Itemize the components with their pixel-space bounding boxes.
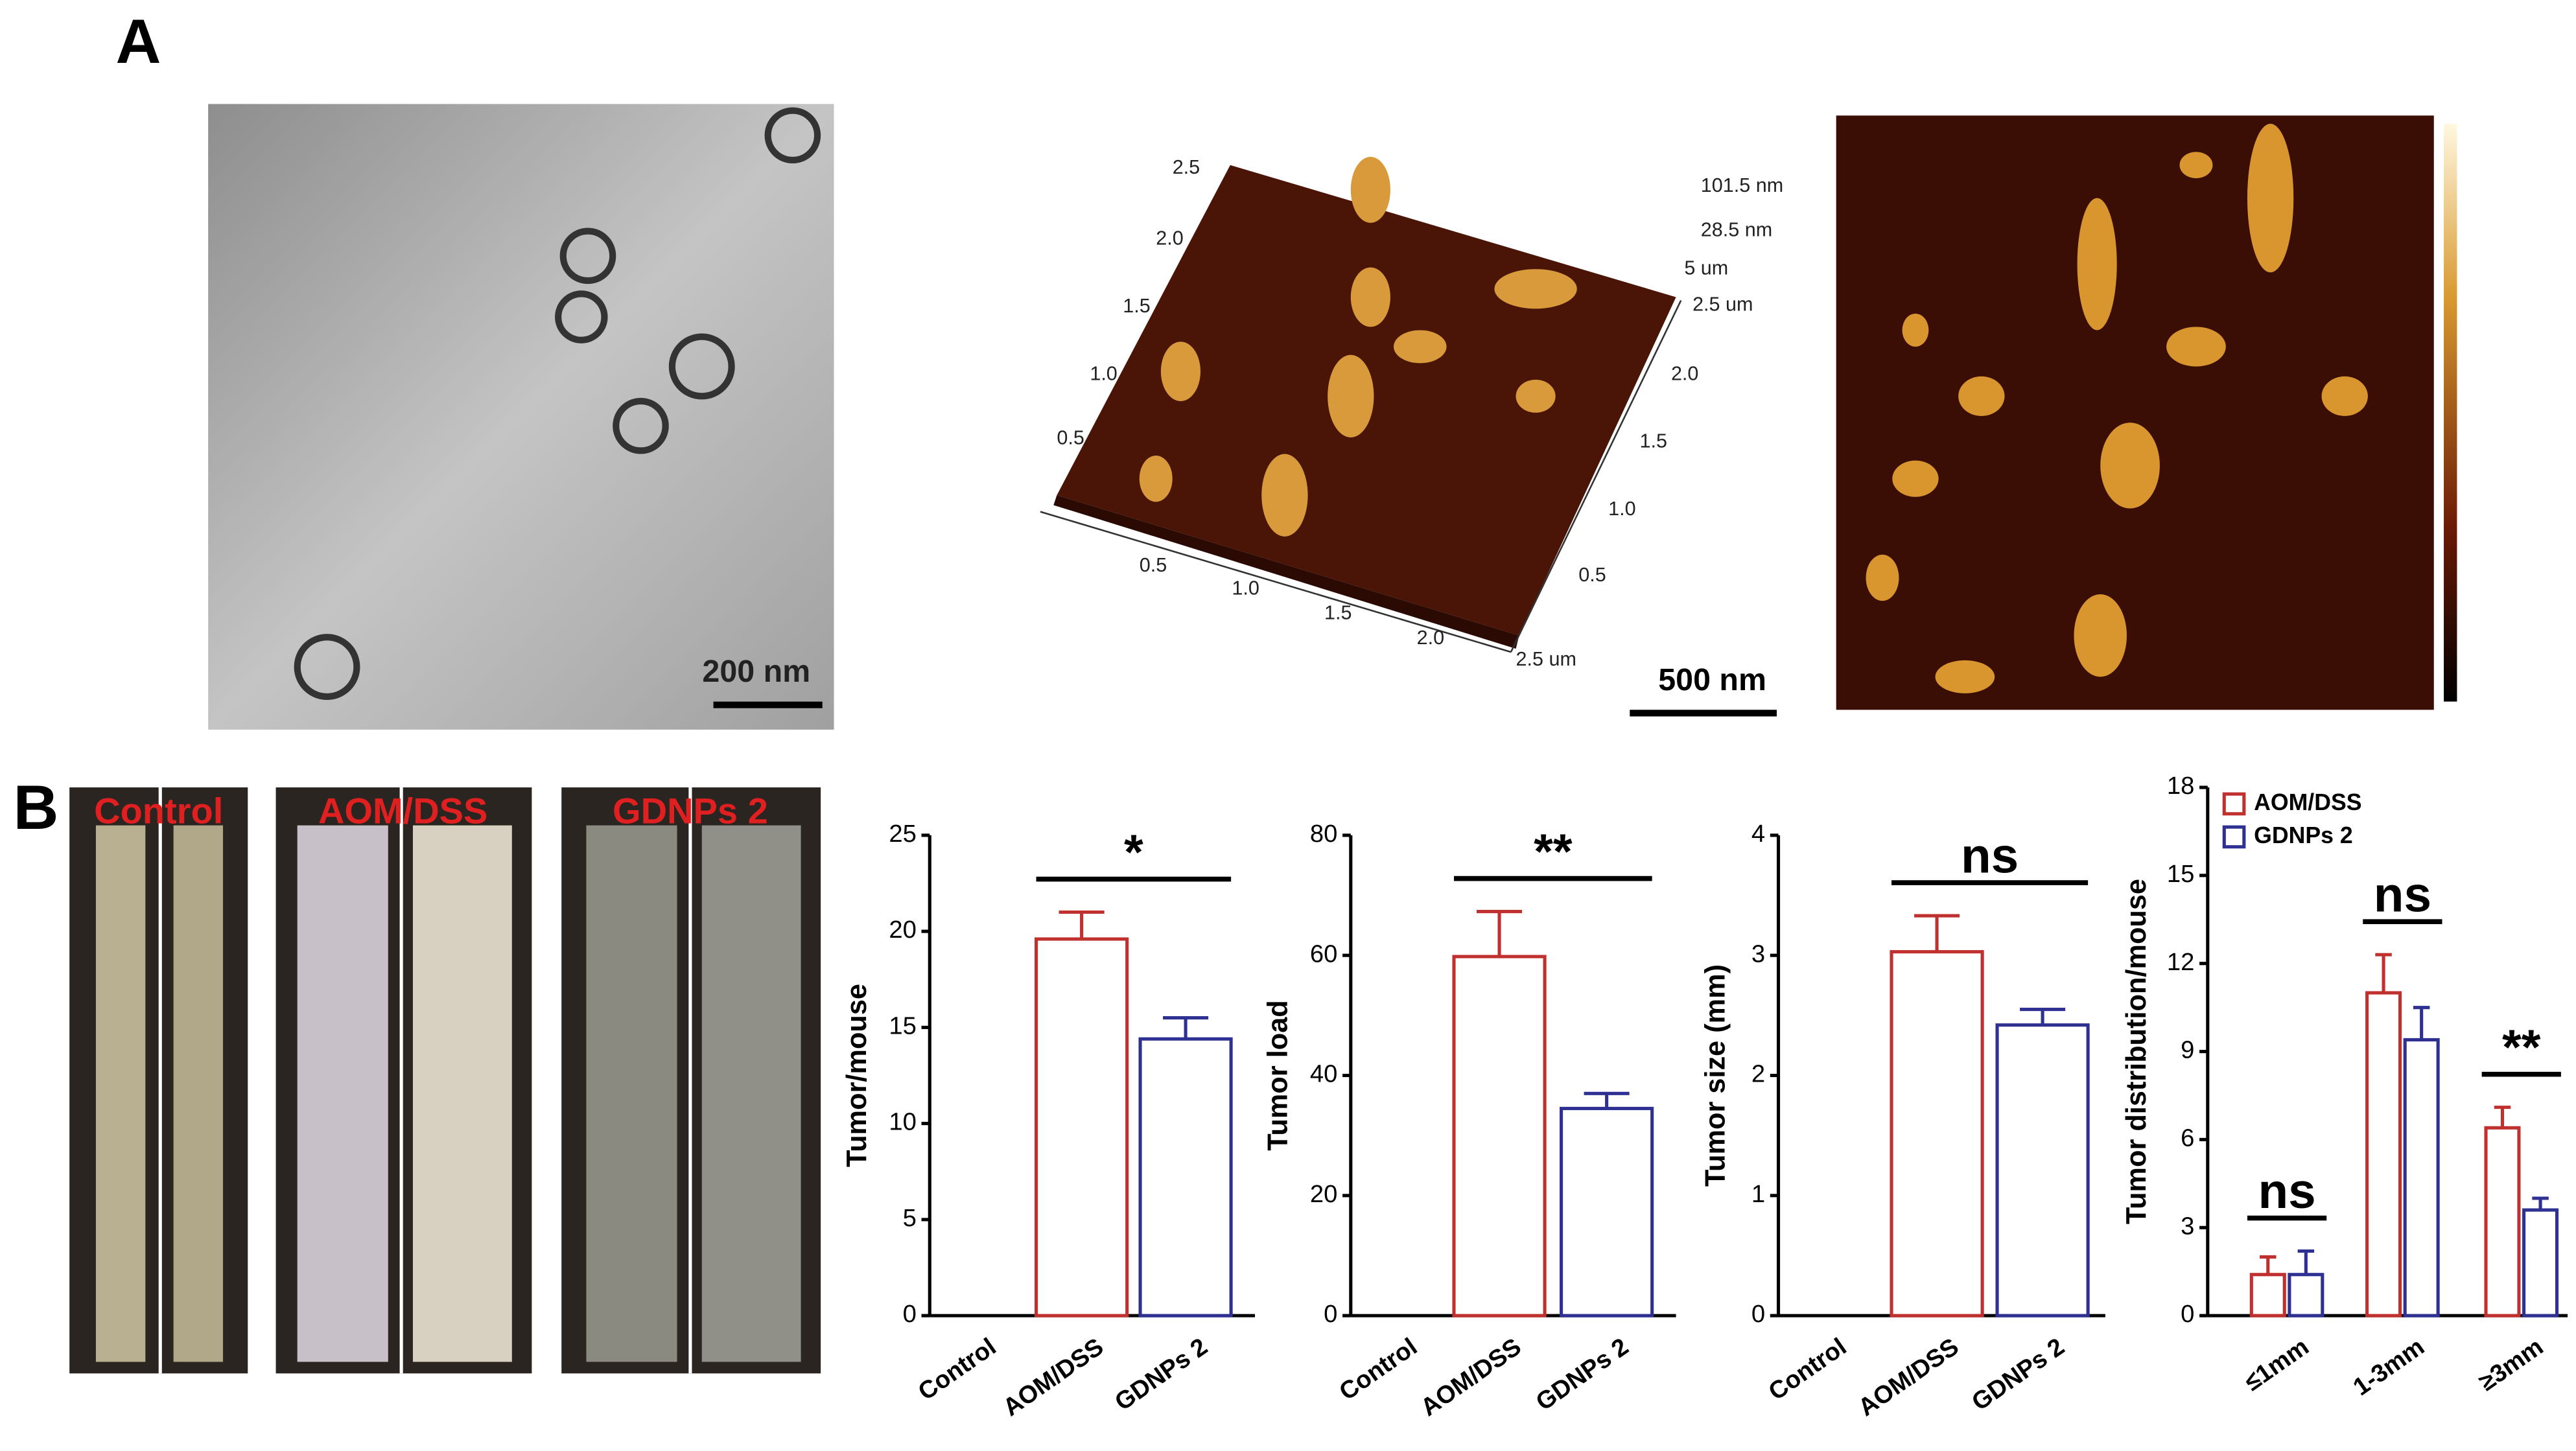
afm-3d-edge: [1053, 495, 1519, 649]
bar: [1560, 1106, 1654, 1318]
afm-axis-label: 0.5: [1140, 554, 1167, 576]
colon-photos: [69, 787, 821, 1374]
afm-colorbar: [2444, 124, 2457, 702]
y-axis-label: Tumor distribution/mouse: [2121, 879, 2152, 1224]
y-tick-label: 3: [1751, 940, 1765, 968]
bar: [2249, 1273, 2286, 1318]
y-tick-label: 40: [1310, 1060, 1337, 1088]
x-tick-label: ≥3mm: [2474, 1332, 2548, 1396]
x-tick-label: 1-3mm: [2348, 1332, 2430, 1401]
legend-label: AOM/DSS: [2254, 789, 2361, 815]
afm-axis-label: 2.0: [1156, 227, 1183, 249]
panel-label: A: [115, 6, 161, 76]
legend-swatch: [2222, 792, 2246, 816]
y-tick-label: 2: [1751, 1060, 1765, 1088]
y-tick-label: 4: [1751, 820, 1765, 848]
afm-axis-label: 2.5 um: [1516, 648, 1576, 670]
afm-axis: [1510, 300, 1682, 653]
y-tick-label: 0: [1324, 1300, 1337, 1328]
photo-label: GDNPs 2: [613, 791, 768, 831]
significance-label: **: [1534, 824, 1573, 879]
afm-axis-label: 2.5: [1173, 156, 1200, 178]
significance-label: ns: [2374, 868, 2431, 923]
y-tick-label: 3: [2181, 1212, 2194, 1240]
significance-label: ns: [1961, 829, 2019, 884]
afm-axis-label: 2.0: [1671, 362, 1698, 384]
x-tick-label: ≤1mm: [2240, 1332, 2314, 1396]
photo-label: Control: [94, 791, 223, 831]
y-tick-label: 25: [889, 820, 916, 848]
y-tick-label: 0: [2181, 1300, 2194, 1328]
afm-axis: [1040, 511, 1512, 653]
x-tick-label: Control: [913, 1332, 1001, 1406]
y-tick-label: 60: [1310, 940, 1337, 968]
y-tick-label: 0: [1751, 1300, 1765, 1328]
x-tick-label: AOM/DSS: [998, 1332, 1108, 1421]
scale-label: 200 nm: [702, 654, 810, 689]
y-tick-label: 18: [2167, 772, 2194, 800]
panel-label: B: [14, 772, 59, 842]
y-tick-label: 6: [2181, 1124, 2194, 1152]
photo-label: AOM/DSS: [318, 791, 487, 831]
afm-axis-label: 5 um: [1684, 257, 1728, 279]
afm-2d-particles: [1866, 124, 2368, 693]
y-tick-label: 20: [1310, 1180, 1337, 1208]
y-axis-label: Tumor load: [1263, 1000, 1294, 1151]
bar: [1995, 1023, 2090, 1318]
significance-label: ns: [2258, 1164, 2315, 1219]
x-tick-label: AOM/DSS: [1416, 1332, 1527, 1421]
legend-label: GDNPs 2: [2254, 822, 2353, 848]
bar: [2403, 1038, 2440, 1318]
afm-axis-label: 2.0: [1417, 627, 1444, 649]
bar: [1890, 950, 1984, 1318]
afm-axis-label: 1.0: [1232, 577, 1259, 599]
afm-axis-label: 1.5: [1324, 602, 1352, 624]
y-tick-label: 5: [903, 1204, 917, 1232]
y-axis-label: Tumor/mouse: [841, 984, 872, 1167]
y-tick-label: 9: [2181, 1036, 2194, 1064]
x-tick-label: GDNPs 2: [1531, 1332, 1634, 1416]
bar: [2365, 991, 2402, 1318]
bar: [1138, 1037, 1233, 1318]
significance-label: *: [1124, 825, 1143, 880]
bar: [2522, 1208, 2559, 1318]
bar: [2484, 1126, 2521, 1318]
tem-vesicles: [294, 107, 821, 701]
x-tick-label: Control: [1334, 1332, 1422, 1406]
significance-label: **: [2502, 1020, 2541, 1075]
y-tick-label: 12: [2167, 948, 2194, 976]
afm-axis-label: 1.5: [1123, 295, 1150, 317]
x-tick-label: AOM/DSS: [1853, 1332, 1964, 1421]
bar: [1452, 955, 1547, 1318]
y-tick-label: 10: [889, 1108, 916, 1136]
y-tick-label: 1: [1751, 1180, 1765, 1208]
afm-axis-label: 1.0: [1090, 362, 1117, 384]
afm-axis-label: 1.5: [1640, 430, 1667, 452]
y-tick-label: 15: [889, 1012, 916, 1039]
x-tick-label: Control: [1763, 1332, 1851, 1406]
y-tick-label: 15: [2167, 860, 2194, 888]
afm-axis-label: 28.5 nm: [1701, 219, 1772, 241]
scale-label: 500 nm: [1658, 662, 1766, 697]
bar: [2288, 1273, 2324, 1318]
afm-axis-label: 101.5 nm: [1701, 174, 1783, 196]
y-tick-label: 20: [889, 916, 916, 944]
afm-axis-label: 0.5: [1578, 564, 1606, 586]
tem-image: [208, 104, 834, 730]
legend-swatch: [2222, 825, 2246, 849]
x-tick-label: GDNPs 2: [1967, 1332, 2070, 1416]
y-tick-label: 80: [1310, 820, 1337, 848]
y-tick-label: 0: [903, 1300, 917, 1328]
afm-axis-label: 2.5 um: [1692, 293, 1753, 315]
afm-axis-label: 1.0: [1608, 498, 1635, 520]
bar: [1035, 937, 1129, 1318]
x-tick-label: GDNPs 2: [1110, 1332, 1213, 1416]
afm-axis-label: 0.5: [1057, 427, 1084, 449]
y-axis-label: Tumor size (mm): [1700, 964, 1731, 1187]
afm-3d-peaks: [1139, 156, 1577, 537]
